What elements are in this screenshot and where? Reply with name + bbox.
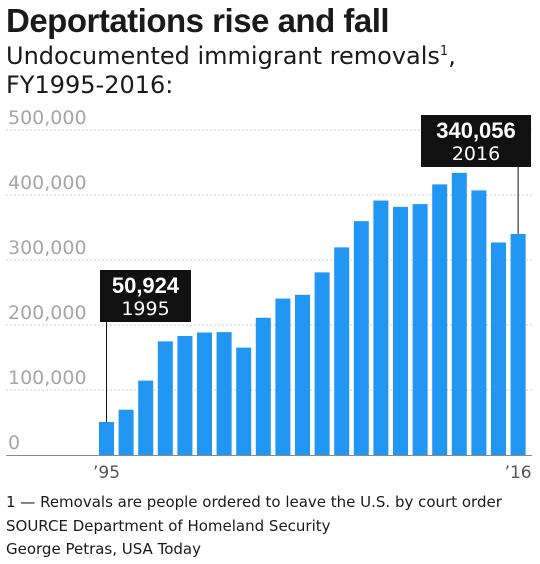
annotation-value-label: 50,924 xyxy=(112,273,180,298)
y-tick-label: 500,000 xyxy=(8,107,87,129)
annotation-box xyxy=(421,115,531,167)
source-note: SOURCE Department of Homeland Security xyxy=(6,517,331,535)
bar-1996 xyxy=(118,409,134,455)
annotation-value-label: 340,056 xyxy=(436,118,516,143)
bar-2005 xyxy=(295,294,310,455)
bar-1998 xyxy=(157,341,173,455)
y-tick-label: 200,000 xyxy=(8,302,87,324)
bar-1995 xyxy=(99,421,114,455)
bar-2000 xyxy=(197,332,212,455)
bar-2008 xyxy=(353,221,369,455)
y-tick-label: 0 xyxy=(8,432,20,454)
bar-2016 xyxy=(510,233,526,455)
bar-2010 xyxy=(393,206,408,455)
y-tick-label: 100,000 xyxy=(8,367,87,389)
y-tick-label: 400,000 xyxy=(8,172,87,194)
bar-2014 xyxy=(471,190,487,455)
chart-title: Deportations rise and fall xyxy=(6,2,390,39)
bars xyxy=(99,172,526,455)
subtitle-line2: FY1995-2016: xyxy=(6,71,174,99)
bar-2013 xyxy=(451,172,467,455)
y-tick-label: 300,000 xyxy=(8,237,87,259)
subtitle-text: Undocumented immigrant removals xyxy=(6,42,440,70)
x-tick-label: ’95 xyxy=(93,463,120,483)
annotation-year-label: 2016 xyxy=(452,143,500,165)
x-tick-label: ’16 xyxy=(505,463,532,483)
bar-2007 xyxy=(334,247,350,455)
bar-1997 xyxy=(138,380,154,455)
footnote-marker: 1 xyxy=(439,44,449,59)
footnote: 1 — Removals are people ordered to leave… xyxy=(6,493,502,511)
bar-2003 xyxy=(255,317,271,455)
bar-2009 xyxy=(373,200,389,455)
bar-2006 xyxy=(314,272,330,455)
y-axis-tick-labels: 0 100,000 200,000 300,000 400,000 500,000 xyxy=(8,107,87,454)
chart-subtitle: Undocumented immigrant removals1, FY1995… xyxy=(6,42,456,99)
x-axis: ’95 ’16 xyxy=(6,455,532,483)
bar-1999 xyxy=(177,335,193,455)
annotation-box xyxy=(100,270,191,322)
bar-2001 xyxy=(216,332,232,455)
bar-2015 xyxy=(491,242,506,455)
bar-2002 xyxy=(236,347,252,455)
credit-line: George Petras, USA Today xyxy=(6,540,201,558)
bar-2012 xyxy=(432,184,448,455)
bar-chart: 0 100,000 200,000 300,000 400,000 500,000 ’95… xyxy=(6,107,532,483)
annotation-year-label: 1995 xyxy=(121,298,169,320)
bar-2011 xyxy=(412,204,428,455)
bar-2004 xyxy=(275,298,291,455)
